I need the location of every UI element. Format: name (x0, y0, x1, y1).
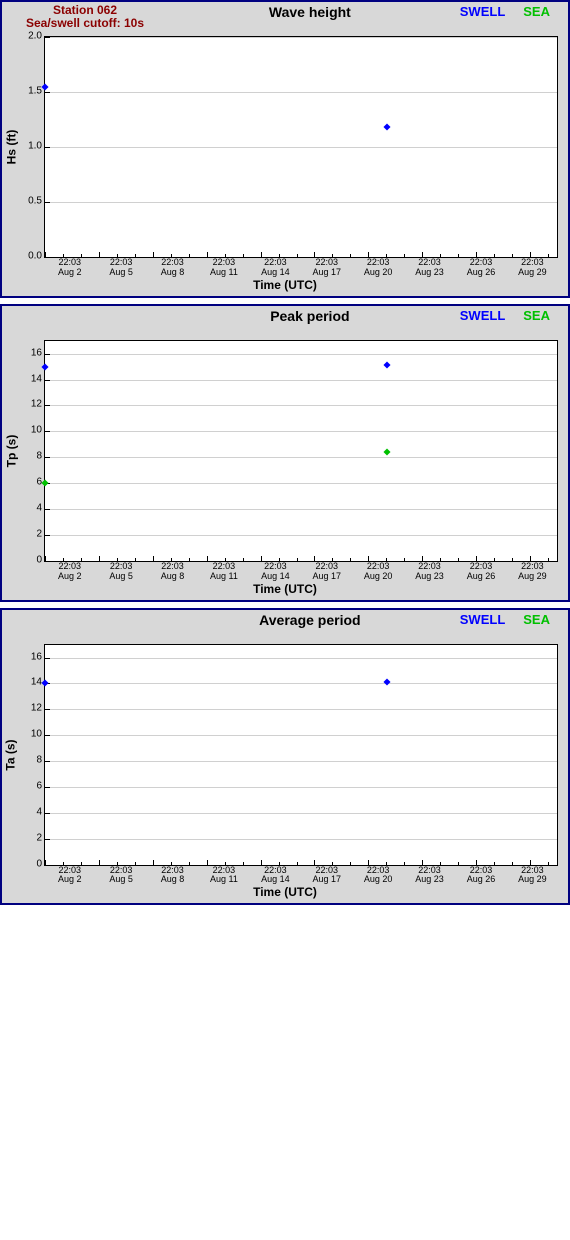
y-tick: 16 (31, 347, 42, 358)
x-tick: 22:03Aug 8 (147, 562, 198, 582)
y-tick-labels: 0246810121416 (20, 644, 44, 864)
x-tick: 22:03Aug 5 (95, 562, 146, 582)
x-tick: 22:03Aug 17 (301, 258, 352, 278)
x-tick: 22:03Aug 14 (250, 866, 301, 886)
chart-panel-1: Peak periodSWELLSEATp (s)024681012141622… (0, 304, 570, 602)
y-tick: 8 (36, 451, 42, 462)
y-tick: 10 (31, 425, 42, 436)
x-tick: 22:03Aug 29 (507, 562, 558, 582)
data-point-swell (384, 679, 391, 686)
x-tick-labels: 22:03Aug 222:03Aug 522:03Aug 822:03Aug 1… (44, 258, 558, 278)
x-tick: 22:03Aug 23 (404, 866, 455, 886)
x-tick: 22:03Aug 23 (404, 258, 455, 278)
chart-title: Peak period (160, 308, 460, 324)
y-tick: 2 (36, 832, 42, 843)
x-tick: 22:03Aug 5 (95, 258, 146, 278)
y-tick: 8 (36, 755, 42, 766)
y-tick-labels: 0.00.51.01.52.0 (20, 36, 44, 256)
legend-swell: SWELL (460, 308, 506, 323)
chart-title: Average period (160, 612, 460, 628)
y-tick: 12 (31, 399, 42, 410)
x-tick: 22:03Aug 17 (301, 562, 352, 582)
x-tick: 22:03Aug 26 (455, 258, 506, 278)
plot-area (44, 644, 558, 866)
x-tick: 22:03Aug 8 (147, 258, 198, 278)
chart-panel-2: Average periodSWELLSEATa (s)024681012141… (0, 608, 570, 906)
y-tick: 0.5 (28, 196, 42, 207)
x-tick: 22:03Aug 2 (44, 866, 95, 886)
chart-title: Wave height (160, 4, 460, 20)
data-point-sea (384, 449, 391, 456)
x-tick: 22:03Aug 2 (44, 562, 95, 582)
x-tick: 22:03Aug 23 (404, 562, 455, 582)
y-tick: 2.0 (28, 31, 42, 42)
x-tick-labels: 22:03Aug 222:03Aug 522:03Aug 822:03Aug 1… (44, 866, 558, 886)
chart-header: Peak periodSWELL SEA (2, 306, 568, 340)
x-tick: 22:03Aug 20 (352, 258, 403, 278)
y-tick: 0.0 (28, 251, 42, 262)
x-tick: 22:03Aug 11 (198, 562, 249, 582)
legend-sea: SEA (523, 308, 550, 323)
x-tick: 22:03Aug 26 (455, 562, 506, 582)
y-axis-label: Ta (s) (2, 644, 20, 866)
station-info: Station 062Sea/swell cutoff: 10s (10, 4, 160, 30)
x-tick: 22:03Aug 8 (147, 866, 198, 886)
station-cutoff: Sea/swell cutoff: 10s (10, 17, 160, 30)
x-axis-label: Time (UTC) (2, 278, 568, 296)
legend-swell: SWELL (460, 4, 506, 19)
plot-area (44, 340, 558, 562)
x-tick: 22:03Aug 11 (198, 258, 249, 278)
legend-sea: SEA (523, 612, 550, 627)
y-tick: 1.0 (28, 141, 42, 152)
x-tick: 22:03Aug 17 (301, 866, 352, 886)
y-tick: 1.5 (28, 86, 42, 97)
x-tick: 22:03Aug 20 (352, 562, 403, 582)
y-tick: 12 (31, 703, 42, 714)
data-point-swell (384, 362, 391, 369)
x-tick: 22:03Aug 26 (455, 866, 506, 886)
y-tick: 4 (36, 503, 42, 514)
x-axis-label: Time (UTC) (2, 582, 568, 600)
plot-area (44, 36, 558, 258)
chart-panel-0: Station 062Sea/swell cutoff: 10sWave hei… (0, 0, 570, 298)
y-tick: 6 (36, 780, 42, 791)
y-tick-labels: 0246810121416 (20, 340, 44, 560)
x-tick: 22:03Aug 29 (507, 258, 558, 278)
y-tick: 0 (36, 858, 42, 869)
x-tick: 22:03Aug 20 (352, 866, 403, 886)
x-tick: 22:03Aug 2 (44, 258, 95, 278)
legend-swell: SWELL (460, 612, 506, 627)
x-tick: 22:03Aug 11 (198, 866, 249, 886)
data-point-swell (384, 124, 391, 131)
y-tick: 0 (36, 554, 42, 565)
x-tick: 22:03Aug 14 (250, 562, 301, 582)
chart-header: Average periodSWELL SEA (2, 610, 568, 644)
x-tick-labels: 22:03Aug 222:03Aug 522:03Aug 822:03Aug 1… (44, 562, 558, 582)
y-tick: 14 (31, 373, 42, 384)
x-axis-label: Time (UTC) (2, 885, 568, 903)
y-axis-label: Tp (s) (2, 340, 20, 562)
y-tick: 2 (36, 528, 42, 539)
x-tick: 22:03Aug 29 (507, 866, 558, 886)
charts-container: Station 062Sea/swell cutoff: 10sWave hei… (0, 0, 570, 905)
data-point-swell (41, 83, 48, 90)
y-tick: 4 (36, 806, 42, 817)
y-tick: 16 (31, 651, 42, 662)
legend-sea: SEA (523, 4, 550, 19)
x-tick: 22:03Aug 14 (250, 258, 301, 278)
y-tick: 10 (31, 729, 42, 740)
x-tick: 22:03Aug 5 (95, 866, 146, 886)
y-axis-label: Hs (ft) (2, 36, 20, 258)
chart-header: Station 062Sea/swell cutoff: 10sWave hei… (2, 2, 568, 36)
